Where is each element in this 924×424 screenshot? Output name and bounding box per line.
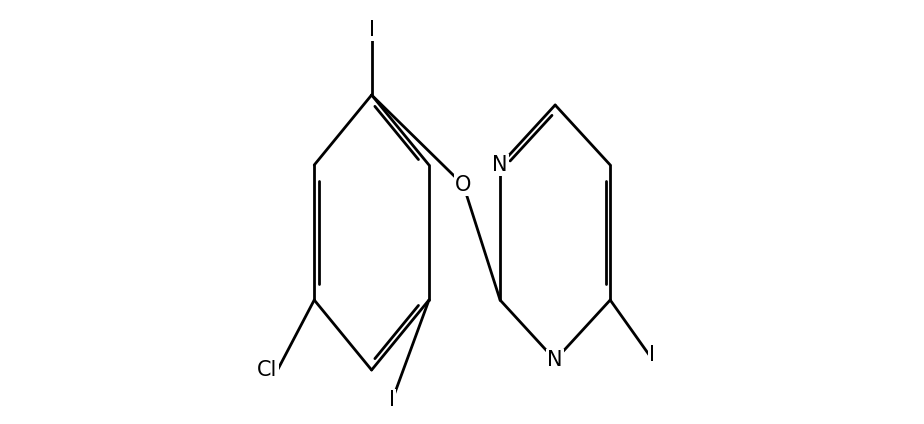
Text: I: I	[389, 390, 395, 410]
Text: N: N	[492, 155, 508, 175]
Text: N: N	[547, 350, 563, 370]
Text: I: I	[650, 345, 655, 365]
Text: Cl: Cl	[257, 360, 277, 380]
Text: O: O	[456, 175, 471, 195]
Text: I: I	[369, 20, 374, 40]
